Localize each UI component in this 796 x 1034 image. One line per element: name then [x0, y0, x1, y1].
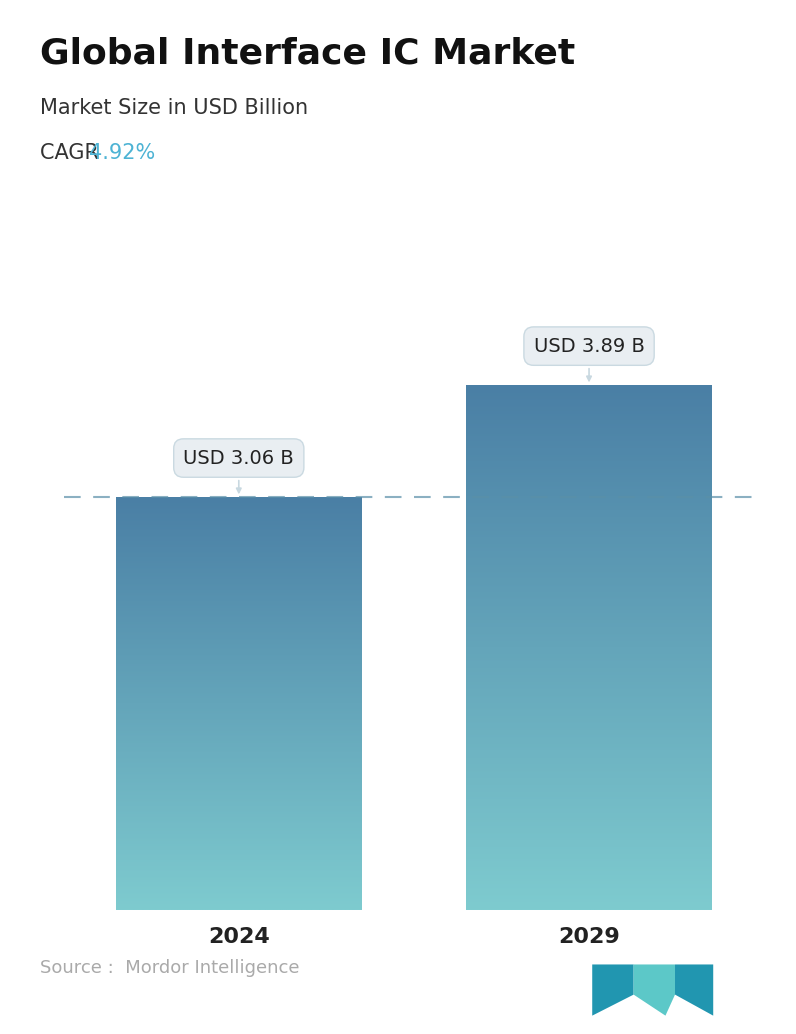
- Polygon shape: [592, 965, 634, 1015]
- Text: USD 3.06 B: USD 3.06 B: [183, 449, 295, 492]
- Text: USD 3.89 B: USD 3.89 B: [533, 337, 645, 381]
- Text: Market Size in USD Billion: Market Size in USD Billion: [40, 98, 308, 118]
- Polygon shape: [675, 965, 713, 1015]
- Text: CAGR: CAGR: [40, 143, 105, 162]
- Text: Global Interface IC Market: Global Interface IC Market: [40, 36, 575, 70]
- Polygon shape: [634, 965, 675, 1015]
- Text: Source :  Mordor Intelligence: Source : Mordor Intelligence: [40, 960, 299, 977]
- Text: 4.92%: 4.92%: [89, 143, 155, 162]
